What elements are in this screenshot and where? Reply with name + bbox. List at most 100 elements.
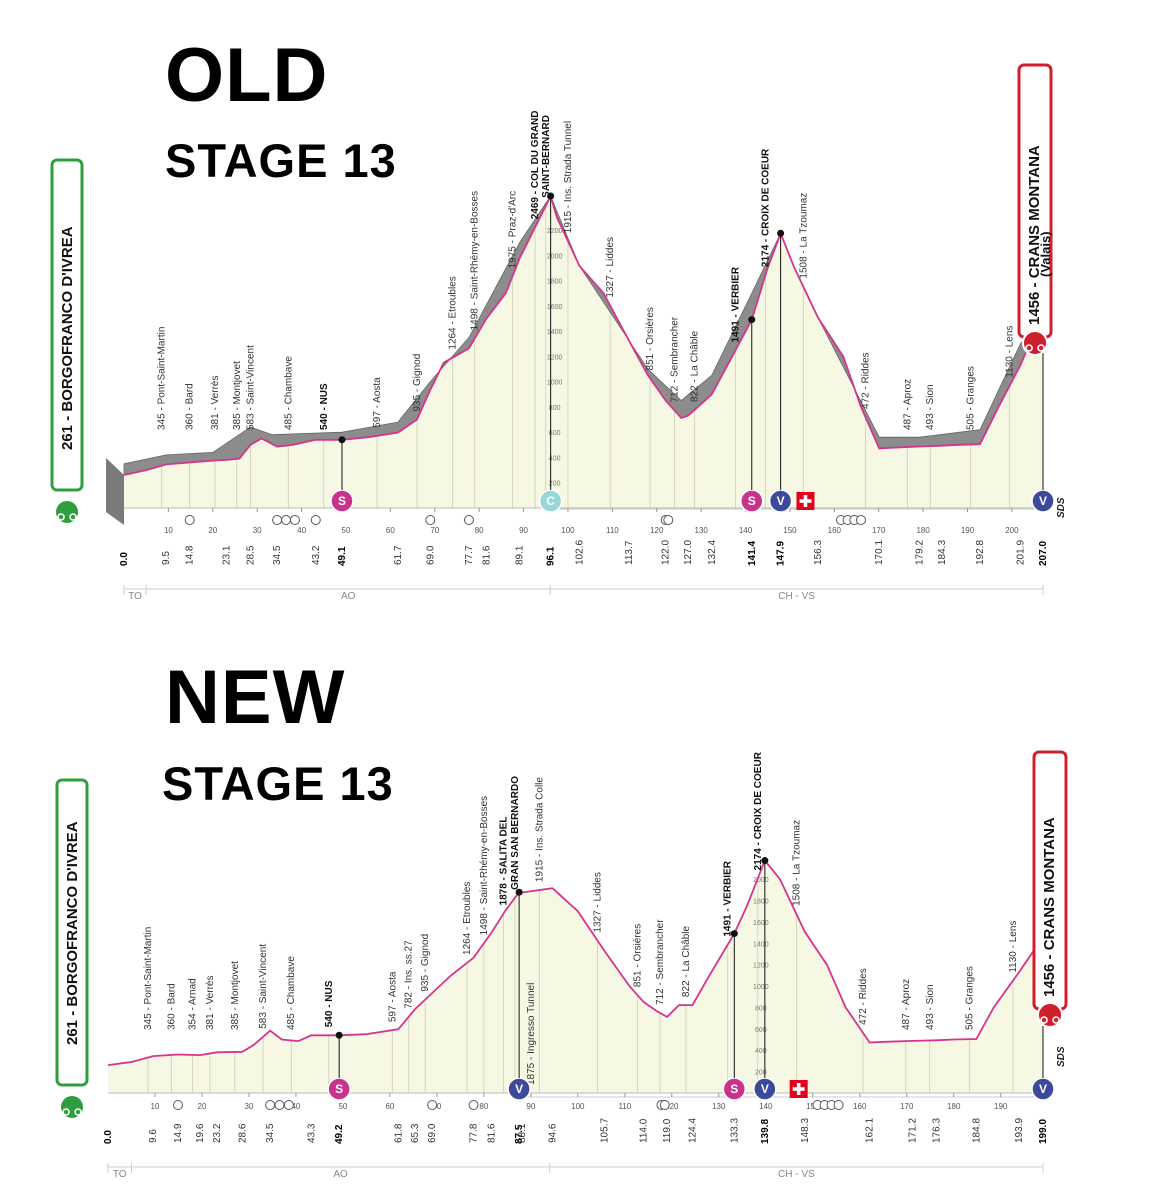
km-label: 156.3 [813,540,824,565]
km-label: 0.0 [103,1130,114,1144]
km-label: 119.0 [662,1118,673,1143]
finish-label: 1456 - CRANS MONTANA [1041,817,1058,997]
km-label: 69.0 [427,1123,438,1143]
sprint-marker-label: S [748,494,756,508]
profile-fill [108,860,1043,1093]
swiss-flag-cross [799,499,812,503]
km-label: 87.5 [514,1124,525,1144]
elevation-tick: 1400 [753,941,769,948]
axis-tick: 20 [208,526,217,535]
km-label: 89.1 [515,545,526,565]
axis-tick: 90 [519,526,528,535]
axis-tick: 30 [245,1102,254,1111]
km-label: 96.1 [546,546,557,566]
place-label: 1875 - Ingresso Tunnel [526,983,537,1085]
km-label: 43.3 [306,1123,317,1143]
elevation-tick: 1200 [547,354,563,361]
place-label: 505 - Granges [965,966,976,1030]
place-label: 822 - La Châble [681,926,692,998]
elevation-tick: 600 [755,1027,767,1034]
axis-tick: 20 [198,1102,207,1111]
feed-marker-label: V [1039,494,1047,508]
km-label: 9.5 [161,551,172,565]
place-label: 1264 - Etroubles [462,882,473,955]
sds-logo: SDS [1056,497,1067,518]
place-label: 1915 - Ins. Strada Colle [534,777,545,882]
km-label: 207.0 [1038,541,1049,566]
km-label: 81.6 [486,1123,497,1143]
place-label: 822 - La Châble [689,330,700,402]
new-subtitle: STAGE 13 [162,757,394,810]
axis-tick: 140 [759,1102,773,1111]
km-label: 77.8 [469,1123,480,1143]
start-box [55,778,89,1087]
tunnel-icon [659,1100,670,1110]
place-label: 1498 - Saint-Rhémy-en-Bosses [470,191,481,331]
tunnel-icon [463,515,474,525]
finish-sublabel: (Valais) [1038,231,1053,277]
axis-tick: 140 [739,526,753,535]
place-label: 472 - Riddes [858,968,869,1025]
elevation-tick: 2000 [753,877,769,884]
place-label: 583 - Saint-Vincent [246,345,257,430]
elevation-tick: 400 [755,1048,767,1055]
finish-bike-wheels [1040,1016,1060,1024]
start-label: 261 - BORGOFRANCO D'IVREA [64,821,81,1045]
km-label: 102.6 [575,540,586,565]
axis-tick: 150 [783,526,797,535]
km-label: 28.5 [246,545,257,565]
place-label: 1508 - La Tzoumaz [798,193,809,279]
km-label: 132.4 [707,540,718,565]
place-label: 1878 - SALITA DEL [499,817,510,906]
axis-tick: 90 [526,1102,535,1111]
tunnel-icon [663,515,674,525]
axis-tick: 70 [432,1102,441,1111]
start-bike-wheels [57,513,77,521]
place-label: 1975 - Praz-d'Arc [507,191,518,269]
tunnel-icon [833,1100,844,1110]
elevation-tick: 1000 [753,984,769,991]
place-label: 2174 - CROIX DE COEUR [753,751,764,870]
axis-tick: 130 [712,1102,726,1111]
start-label: 261 - BORGOFRANCO D'IVREA [59,226,76,450]
elevation-tick: 1600 [753,920,769,927]
place-label: 851 - Orsières [645,307,656,370]
sprint-marker-label: S [335,1082,343,1096]
tunnel-icon [310,515,321,525]
start-bike-icon [54,499,80,525]
old-subtitle: STAGE 13 [165,134,397,187]
km-label: 23.1 [222,545,233,565]
start-bike-wheels [62,1108,82,1116]
place-label: SAINT-BERNARD [541,115,552,198]
km-label: 201.9 [1015,540,1026,565]
axis-tick: 10 [151,1102,160,1111]
place-label: 360 - Bard [166,983,177,1030]
km-label: 77.7 [464,545,475,565]
place-label: 385 - Montjovet [230,961,241,1030]
place-label: 540 - NUS [324,980,335,1027]
profile-new: 200 400 600 800 1000 1200 1400 1600 1800 2000 10 20… [55,750,1068,1180]
km-label: 199.0 [1038,1119,1049,1144]
feed-marker-label: V [1039,1082,1047,1096]
place-label: 712 - Sembrancher [670,316,681,402]
place-label: 712 - Sembrancher [655,919,666,1005]
km-label: 162.1 [865,1118,876,1143]
place-label: 935 - Gignod [420,934,431,992]
axis-tick: 100 [571,1102,585,1111]
place-label: 385 - Montjovet [232,361,243,430]
km-label: 94.6 [547,1123,558,1143]
axis-tick: 160 [828,526,842,535]
km-label: 133.3 [729,1118,740,1143]
km-label: 14.9 [173,1123,184,1143]
km-label: 113.7 [624,540,635,565]
km-label: 61.7 [393,545,404,565]
start-bike-icon [59,1094,85,1120]
region-label: AO [341,591,356,602]
axis-tick: 200 [1005,526,1019,535]
gpm-marker-label: C [546,494,555,508]
finish-bike-icon [1037,1002,1063,1028]
place-label: 493 - Sion [925,384,936,430]
axis-tick: 170 [872,526,886,535]
new-title: NEW [165,655,346,740]
